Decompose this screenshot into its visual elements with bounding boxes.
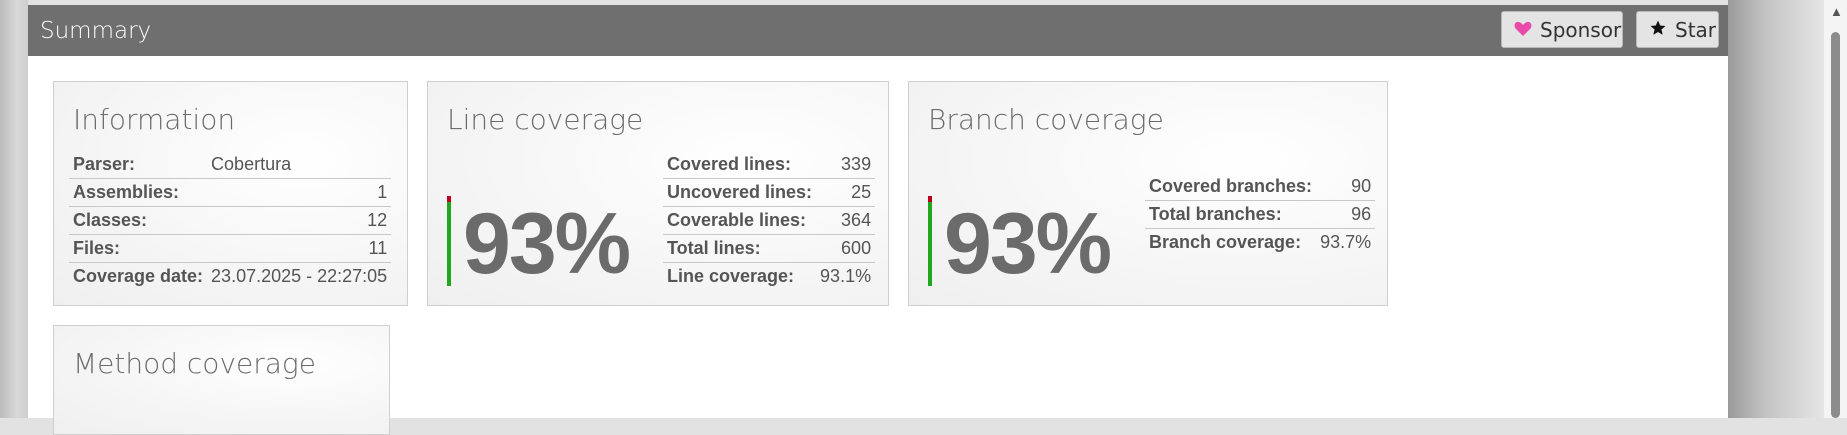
row-key: Line coverage: (663, 262, 817, 290)
information-card: Information Parser: Cobertura Assemblies:… (53, 81, 408, 306)
line-coverage-bar (447, 196, 451, 286)
row-key: Branch coverage: (1145, 228, 1317, 256)
row-key: Uncovered lines: (663, 178, 817, 207)
table-row: Coverage date: 23.07.2025 - 22:27:05 (69, 262, 392, 290)
row-value: 1 (207, 178, 392, 207)
branch-coverage-table: Covered branches: 90 Total branches: 96 Br… (1145, 173, 1376, 256)
row-value: 93.1% (816, 262, 876, 290)
star-button[interactable]: Star (1636, 11, 1719, 48)
table-row: Line coverage: 93.1% (663, 262, 876, 290)
row-value: 600 (816, 234, 876, 263)
star-label: Star (1675, 17, 1717, 42)
row-key: Total lines: (663, 234, 817, 263)
row-key: Coverage date: (69, 262, 208, 290)
table-row: Covered branches: 90 (1145, 173, 1375, 201)
table-row: Coverable lines: 364 (663, 206, 876, 235)
table-row: Files: 11 (69, 234, 392, 263)
star-icon (1649, 18, 1667, 42)
row-value: 93.7% (1316, 228, 1376, 256)
line-coverage-card: Line coverage 93% Covered lines: 339 Unco… (427, 81, 889, 306)
table-row: Classes: 12 (69, 206, 392, 235)
line-coverage-table: Covered lines: 339 Uncovered lines: 25 Cov… (663, 151, 876, 290)
page-title: Summary (40, 18, 152, 44)
method-coverage-title: Method coverage (73, 347, 316, 380)
row-value: 11 (207, 234, 392, 263)
table-row: Total lines: 600 (663, 234, 876, 263)
branch-coverage-percent: 93% (944, 196, 1112, 292)
row-key: Covered branches: (1149, 176, 1313, 196)
line-coverage-percent: 93% (463, 196, 631, 292)
branch-coverage-bar (928, 196, 932, 286)
row-value: 23.07.2025 - 22:27:05 (207, 262, 392, 290)
row-key: Assemblies: (69, 178, 208, 207)
method-coverage-card: Method coverage (53, 325, 390, 435)
heart-icon (1514, 18, 1532, 42)
row-key: Coverable lines: (663, 206, 817, 235)
table-row: Total branches: 96 (1145, 200, 1376, 229)
table-row: Assemblies: 1 (69, 178, 392, 207)
row-value: 96 (1316, 200, 1376, 229)
sponsor-button[interactable]: Sponsor (1501, 11, 1623, 48)
row-key: Total branches: (1145, 200, 1317, 229)
line-coverage-title: Line coverage (447, 103, 644, 136)
sponsor-label: Sponsor (1540, 17, 1622, 42)
table-row: Parser: Cobertura (69, 151, 391, 179)
row-value: Cobertura (211, 154, 292, 174)
information-table: Parser: Cobertura Assemblies: 1 Classes: 12… (69, 151, 392, 290)
branch-coverage-card: Branch coverage 93% Covered branches: 90 … (908, 81, 1388, 306)
table-row: Branch coverage: 93.7% (1145, 228, 1376, 256)
scroll-up-arrow-icon[interactable]: ▲ (1830, 4, 1843, 19)
uncovered-bar-segment (928, 196, 932, 202)
vertical-scrollbar[interactable]: ▲ (1824, 0, 1847, 418)
row-key: Classes: (69, 206, 208, 235)
covered-bar-segment (447, 202, 451, 286)
row-value: 364 (816, 206, 876, 235)
page-backdrop-left (0, 0, 28, 418)
uncovered-bar-segment (447, 196, 451, 202)
row-key: Parser: (73, 154, 136, 174)
information-title: Information (73, 103, 236, 136)
table-row: Covered lines: 339 (663, 151, 875, 179)
row-key: Covered lines: (667, 154, 792, 174)
table-row: Uncovered lines: 25 (663, 178, 876, 207)
scrollbar-thumb[interactable] (1831, 32, 1840, 418)
row-value: 12 (207, 206, 392, 235)
row-key: Files: (69, 234, 208, 263)
row-value: 339 (841, 154, 872, 174)
branch-coverage-title: Branch coverage (928, 103, 1164, 136)
covered-bar-segment (928, 202, 932, 286)
row-value: 25 (816, 178, 876, 207)
summary-container: Summary Sponsor Star Information Parser:… (28, 5, 1728, 435)
row-value: 90 (1351, 176, 1372, 196)
summary-header: Summary Sponsor Star (28, 5, 1728, 56)
page-backdrop-right (1728, 0, 1824, 418)
